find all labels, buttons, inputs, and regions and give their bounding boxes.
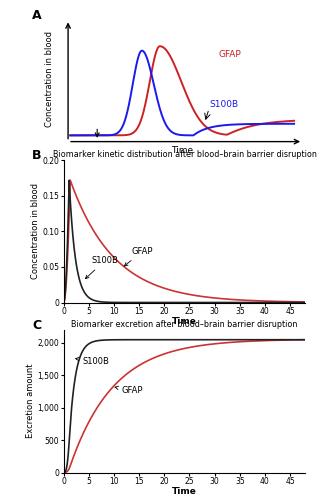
Y-axis label: Excretion amount: Excretion amount — [26, 364, 35, 438]
Text: S100B: S100B — [86, 256, 118, 278]
Title: Biomarker excretion after blood–brain barrier disruption: Biomarker excretion after blood–brain ba… — [71, 320, 298, 329]
Text: B: B — [32, 148, 42, 162]
Text: C: C — [32, 318, 41, 332]
Text: GFAP: GFAP — [115, 386, 143, 396]
X-axis label: Time: Time — [172, 487, 197, 496]
Text: GFAP: GFAP — [124, 247, 153, 266]
Text: S100B: S100B — [76, 356, 110, 366]
X-axis label: Time: Time — [172, 317, 197, 326]
Text: GFAP: GFAP — [218, 50, 241, 59]
Text: Time: Time — [171, 146, 193, 155]
Text: A: A — [32, 8, 42, 22]
Text: S100B: S100B — [209, 100, 238, 109]
Title: Biomarker kinetic distribution after blood–brain barrier disruption: Biomarker kinetic distribution after blo… — [52, 150, 316, 159]
Y-axis label: Concentration in blood: Concentration in blood — [45, 31, 54, 126]
Y-axis label: Concentration in blood: Concentration in blood — [31, 183, 40, 279]
